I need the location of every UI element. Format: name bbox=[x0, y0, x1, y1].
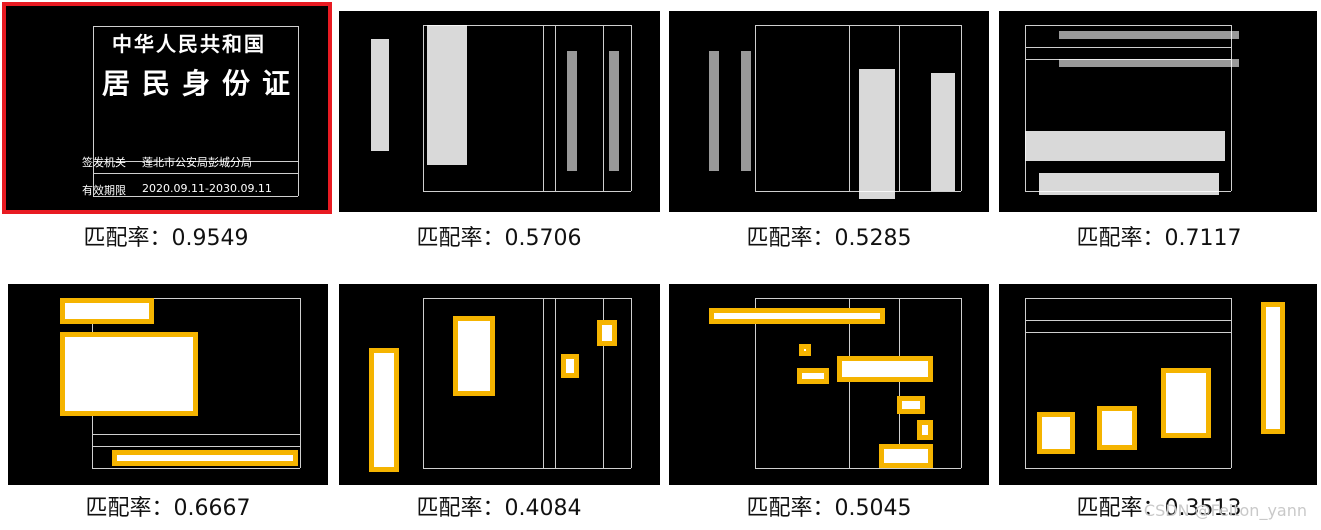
result-panel-2[interactable] bbox=[339, 11, 660, 212]
detection-box bbox=[837, 356, 933, 382]
detection-box bbox=[369, 348, 399, 472]
detection-box bbox=[879, 444, 933, 468]
result-panel-5[interactable] bbox=[8, 284, 328, 485]
detection-box bbox=[917, 420, 933, 440]
detection-box bbox=[112, 450, 298, 466]
detection-box bbox=[60, 298, 154, 324]
text-row-glyph bbox=[1039, 173, 1219, 195]
text-row-glyph bbox=[1025, 131, 1225, 161]
validity-value: 2020.09.11-2030.09.11 bbox=[142, 182, 272, 195]
match-rate-caption-8: 匹配率：0.3513 bbox=[1076, 496, 1242, 521]
card-subtitle: 居民身份证 bbox=[102, 67, 303, 100]
match-rate-caption-7: 匹配率：0.5045 bbox=[746, 496, 912, 521]
detection-box bbox=[1261, 302, 1285, 434]
detection-box bbox=[1097, 406, 1137, 450]
match-rate-caption-2: 匹配率：0.5706 bbox=[416, 226, 582, 251]
text-column-glyph bbox=[931, 73, 955, 191]
text-column-glyph bbox=[427, 25, 467, 165]
text-row-glyph bbox=[1059, 31, 1239, 39]
detection-box bbox=[60, 332, 198, 416]
text-column-glyph bbox=[859, 69, 895, 199]
authority-label: 签发机关 bbox=[82, 156, 126, 169]
match-rate-caption-4: 匹配率：0.7117 bbox=[1076, 226, 1242, 251]
match-rate-caption-6: 匹配率：0.4084 bbox=[416, 496, 582, 521]
text-column-glyph bbox=[741, 51, 751, 171]
detection-box bbox=[1161, 368, 1211, 438]
detection-box bbox=[797, 368, 829, 384]
detection-box bbox=[799, 344, 811, 356]
validity-label: 有效期限 bbox=[82, 184, 126, 197]
result-panel-8[interactable] bbox=[999, 284, 1317, 485]
result-panel-6[interactable] bbox=[339, 284, 660, 485]
detection-box bbox=[561, 354, 579, 378]
text-column-glyph bbox=[371, 39, 389, 151]
result-panel-3[interactable] bbox=[669, 11, 989, 212]
card-title: 中华人民共和国 bbox=[112, 32, 266, 56]
match-rate-caption-3: 匹配率：0.5285 bbox=[746, 226, 912, 251]
text-column-glyph bbox=[609, 51, 619, 171]
watermark: CSDN @Felton_yann bbox=[1143, 501, 1307, 520]
detection-box bbox=[897, 396, 925, 414]
detection-box bbox=[1037, 412, 1075, 454]
text-column-glyph bbox=[567, 51, 577, 171]
detection-box bbox=[597, 320, 617, 346]
detection-box bbox=[709, 308, 885, 324]
detection-box bbox=[453, 316, 495, 396]
match-rate-caption-5: 匹配率：0.6667 bbox=[85, 496, 251, 521]
match-rate-caption-1: 匹配率：0.9549 bbox=[83, 226, 249, 251]
text-column-glyph bbox=[709, 51, 719, 171]
result-panel-4[interactable] bbox=[999, 11, 1317, 212]
result-panel-1[interactable]: 中华人民共和国 居民身份证 签发机关 莲北市公安局彭城分局 有效期限 2020.… bbox=[2, 2, 332, 214]
text-row-glyph bbox=[1059, 59, 1239, 67]
result-panel-7[interactable] bbox=[669, 284, 989, 485]
authority-value: 莲北市公安局彭城分局 bbox=[142, 156, 252, 169]
